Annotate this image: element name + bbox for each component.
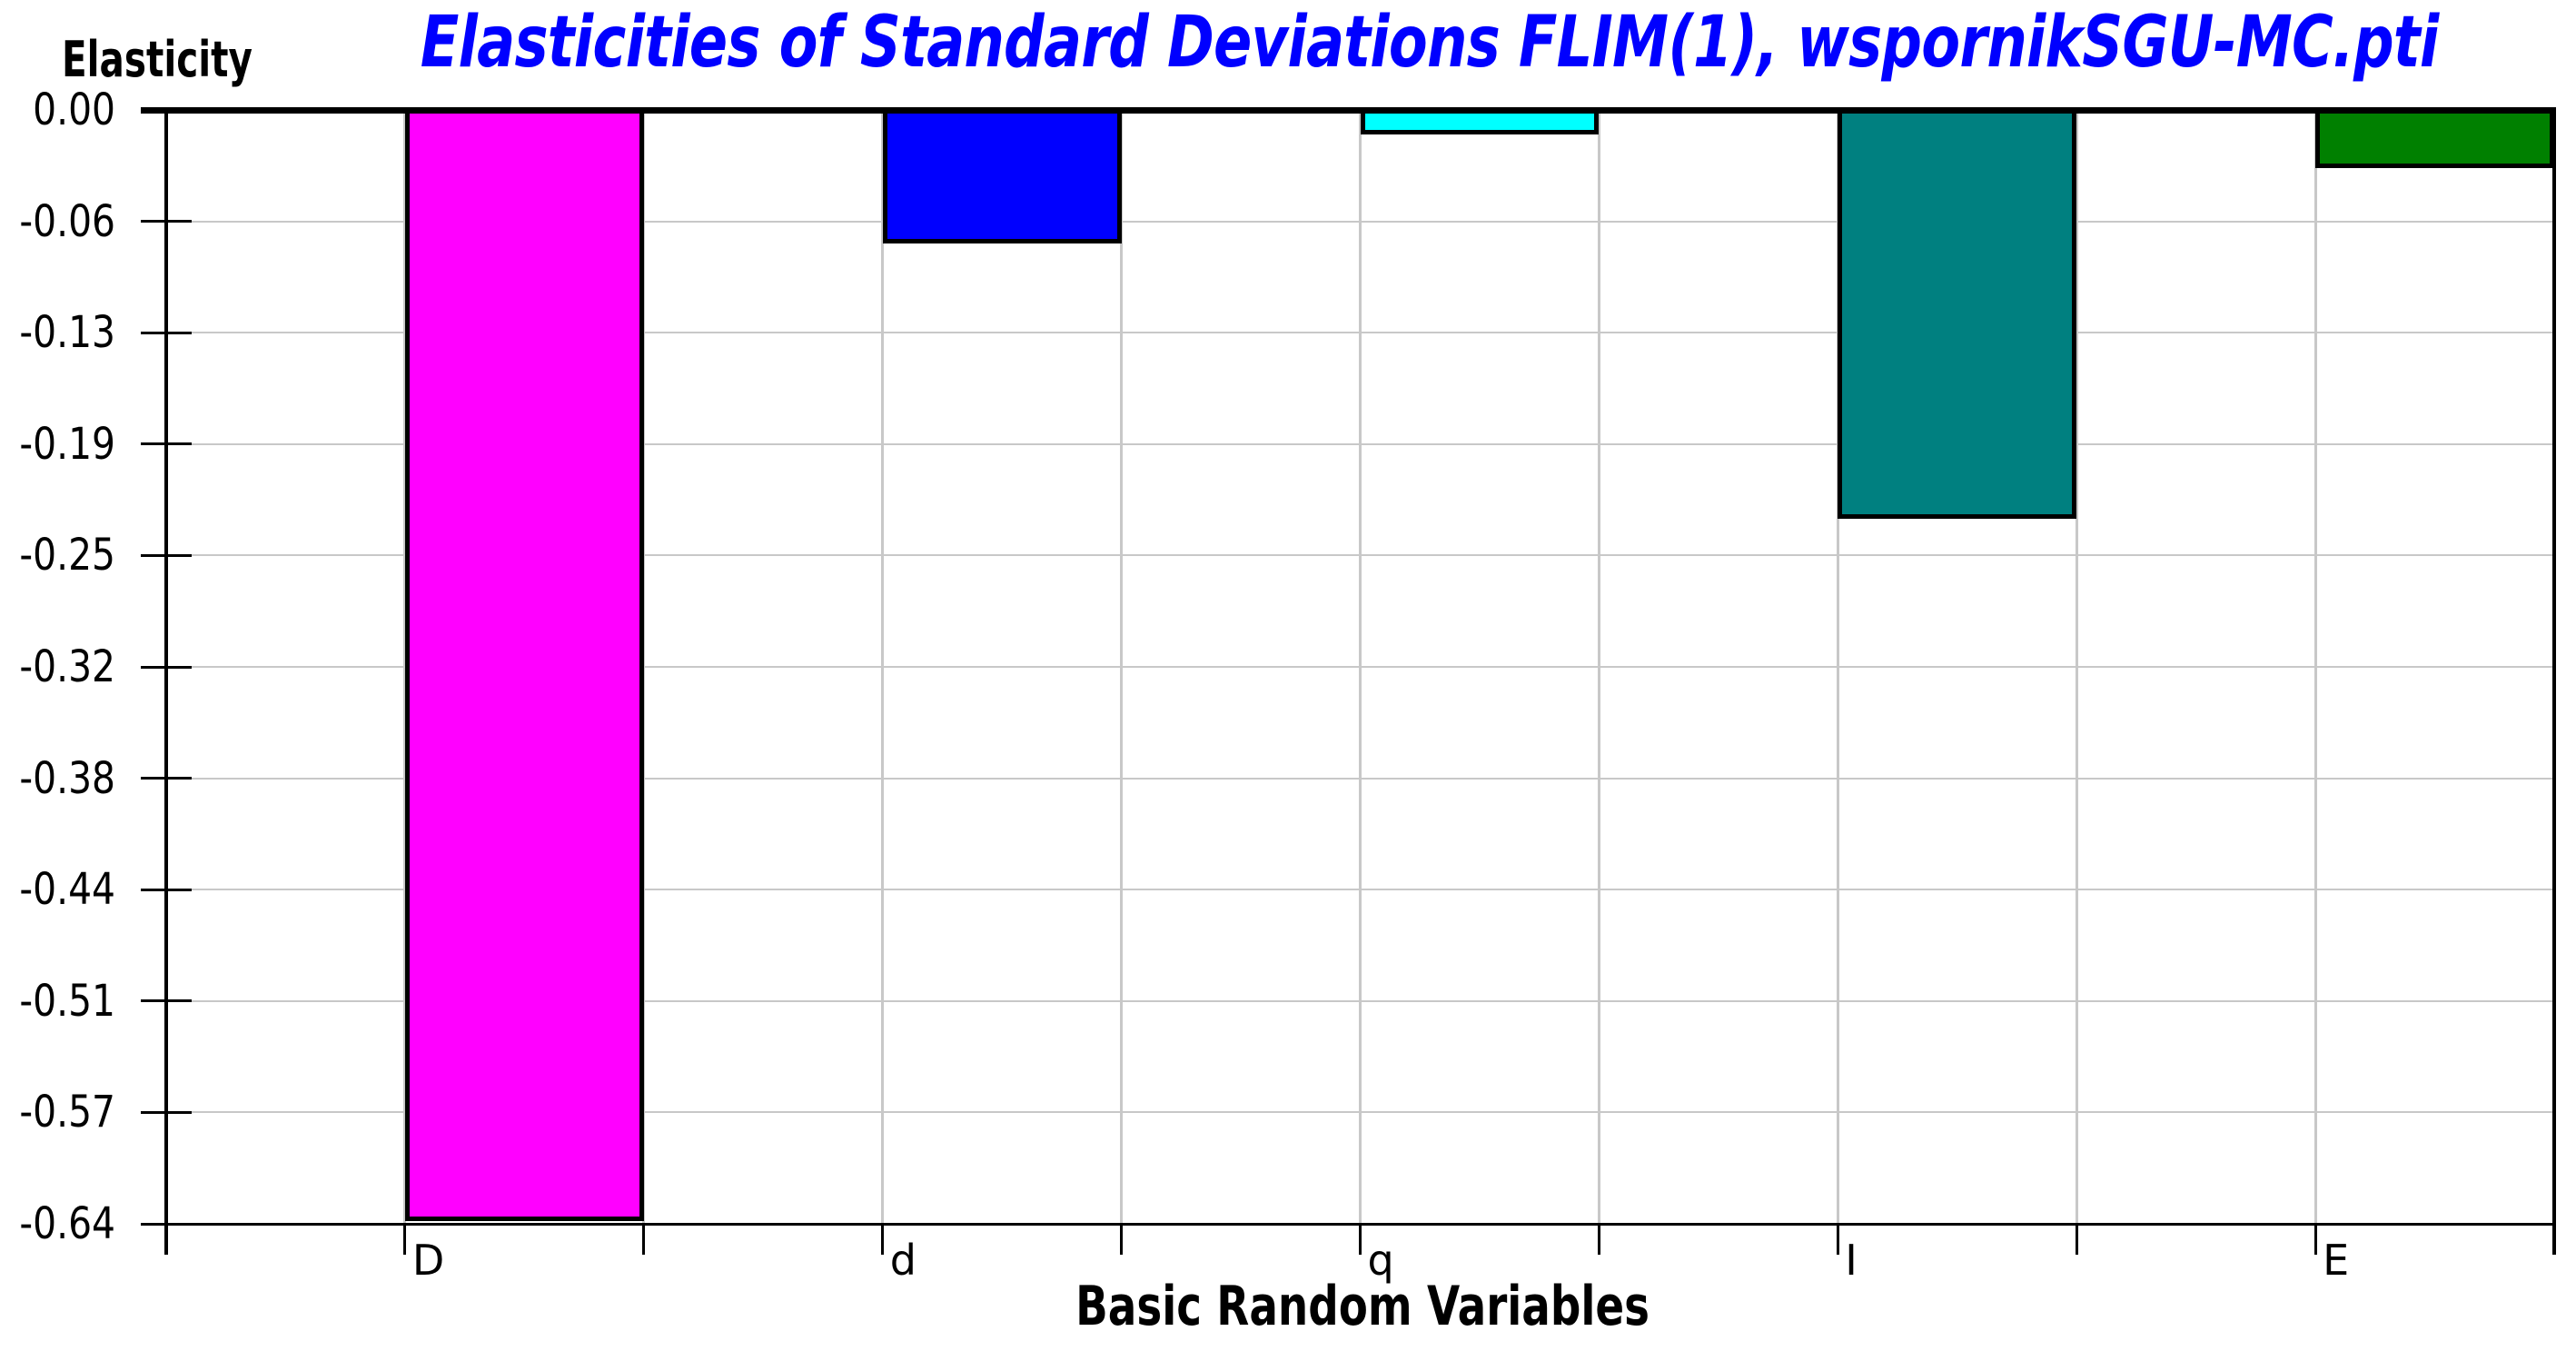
chart-title-text: Elasticities of Standard Deviations FLIM… [420, 2, 2440, 84]
bar-d [882, 108, 1122, 243]
x-tick-mark [1359, 1224, 1362, 1255]
right-boundary-line [2552, 107, 2556, 1255]
x-gridline [881, 114, 885, 1224]
x-category-label: q [1367, 1236, 1394, 1285]
x-tick-mark [642, 1224, 646, 1255]
y-gridline [186, 332, 2554, 334]
y-gridline [186, 442, 2554, 445]
x-tick-mark [403, 1224, 407, 1255]
x-tick-mark [881, 1224, 885, 1255]
x-gridline [1836, 114, 1839, 1224]
y-axis-line [164, 107, 168, 1255]
y-tick-label: -0.32 [19, 641, 115, 692]
y-gridline [186, 777, 2554, 780]
x-gridline [642, 114, 646, 1224]
x-tick-mark [2075, 1224, 2078, 1255]
x-tick-mark [1597, 1224, 1600, 1255]
x-gridline [1359, 114, 1362, 1224]
x-category-label: d [889, 1236, 916, 1285]
y-gridline [186, 666, 2554, 668]
x-gridline [2313, 114, 2317, 1224]
x-category-label: D [411, 1236, 445, 1285]
y-gridline [186, 999, 2554, 1002]
y-tick-label: -0.13 [19, 307, 115, 359]
x-category-label: E [2323, 1236, 2350, 1285]
y-tick-label: -0.06 [19, 195, 115, 247]
x-axis-title: Basic Random Variables [168, 1275, 2557, 1338]
y-tick-label: 0.00 [33, 84, 115, 135]
x-tick-mark [2313, 1224, 2317, 1255]
y-axis-title: Elasticity [62, 31, 253, 88]
x-axis-baseline [141, 1223, 2556, 1226]
bar-D [404, 108, 644, 1222]
y-tick-label: -0.19 [19, 418, 115, 470]
y-tick-label: -0.64 [19, 1198, 115, 1249]
x-tick-mark [1120, 1224, 1124, 1255]
y-gridline [186, 889, 2554, 891]
y-tick-label: -0.38 [19, 752, 115, 804]
x-category-label: I [1845, 1236, 1858, 1285]
bar-E [2315, 108, 2554, 168]
x-gridline [2075, 114, 2078, 1224]
chart-title: Elasticities of Standard Deviations FLIM… [168, 2, 2557, 84]
y-gridline [186, 220, 2554, 223]
y-tick-label: -0.44 [19, 864, 115, 916]
x-axis-title-text: Basic Random Variables [1075, 1275, 1650, 1338]
x-tick-mark [1836, 1224, 1839, 1255]
y-gridline [186, 554, 2554, 557]
y-tick-label: -0.25 [19, 530, 115, 581]
x-gridline [1120, 114, 1124, 1224]
zero-line [141, 107, 2556, 114]
y-tick-label: -0.57 [19, 1087, 115, 1138]
bar-I [1838, 108, 2077, 519]
y-gridline [186, 1111, 2554, 1114]
x-gridline [1597, 114, 1600, 1224]
y-tick-label: -0.51 [19, 975, 115, 1027]
